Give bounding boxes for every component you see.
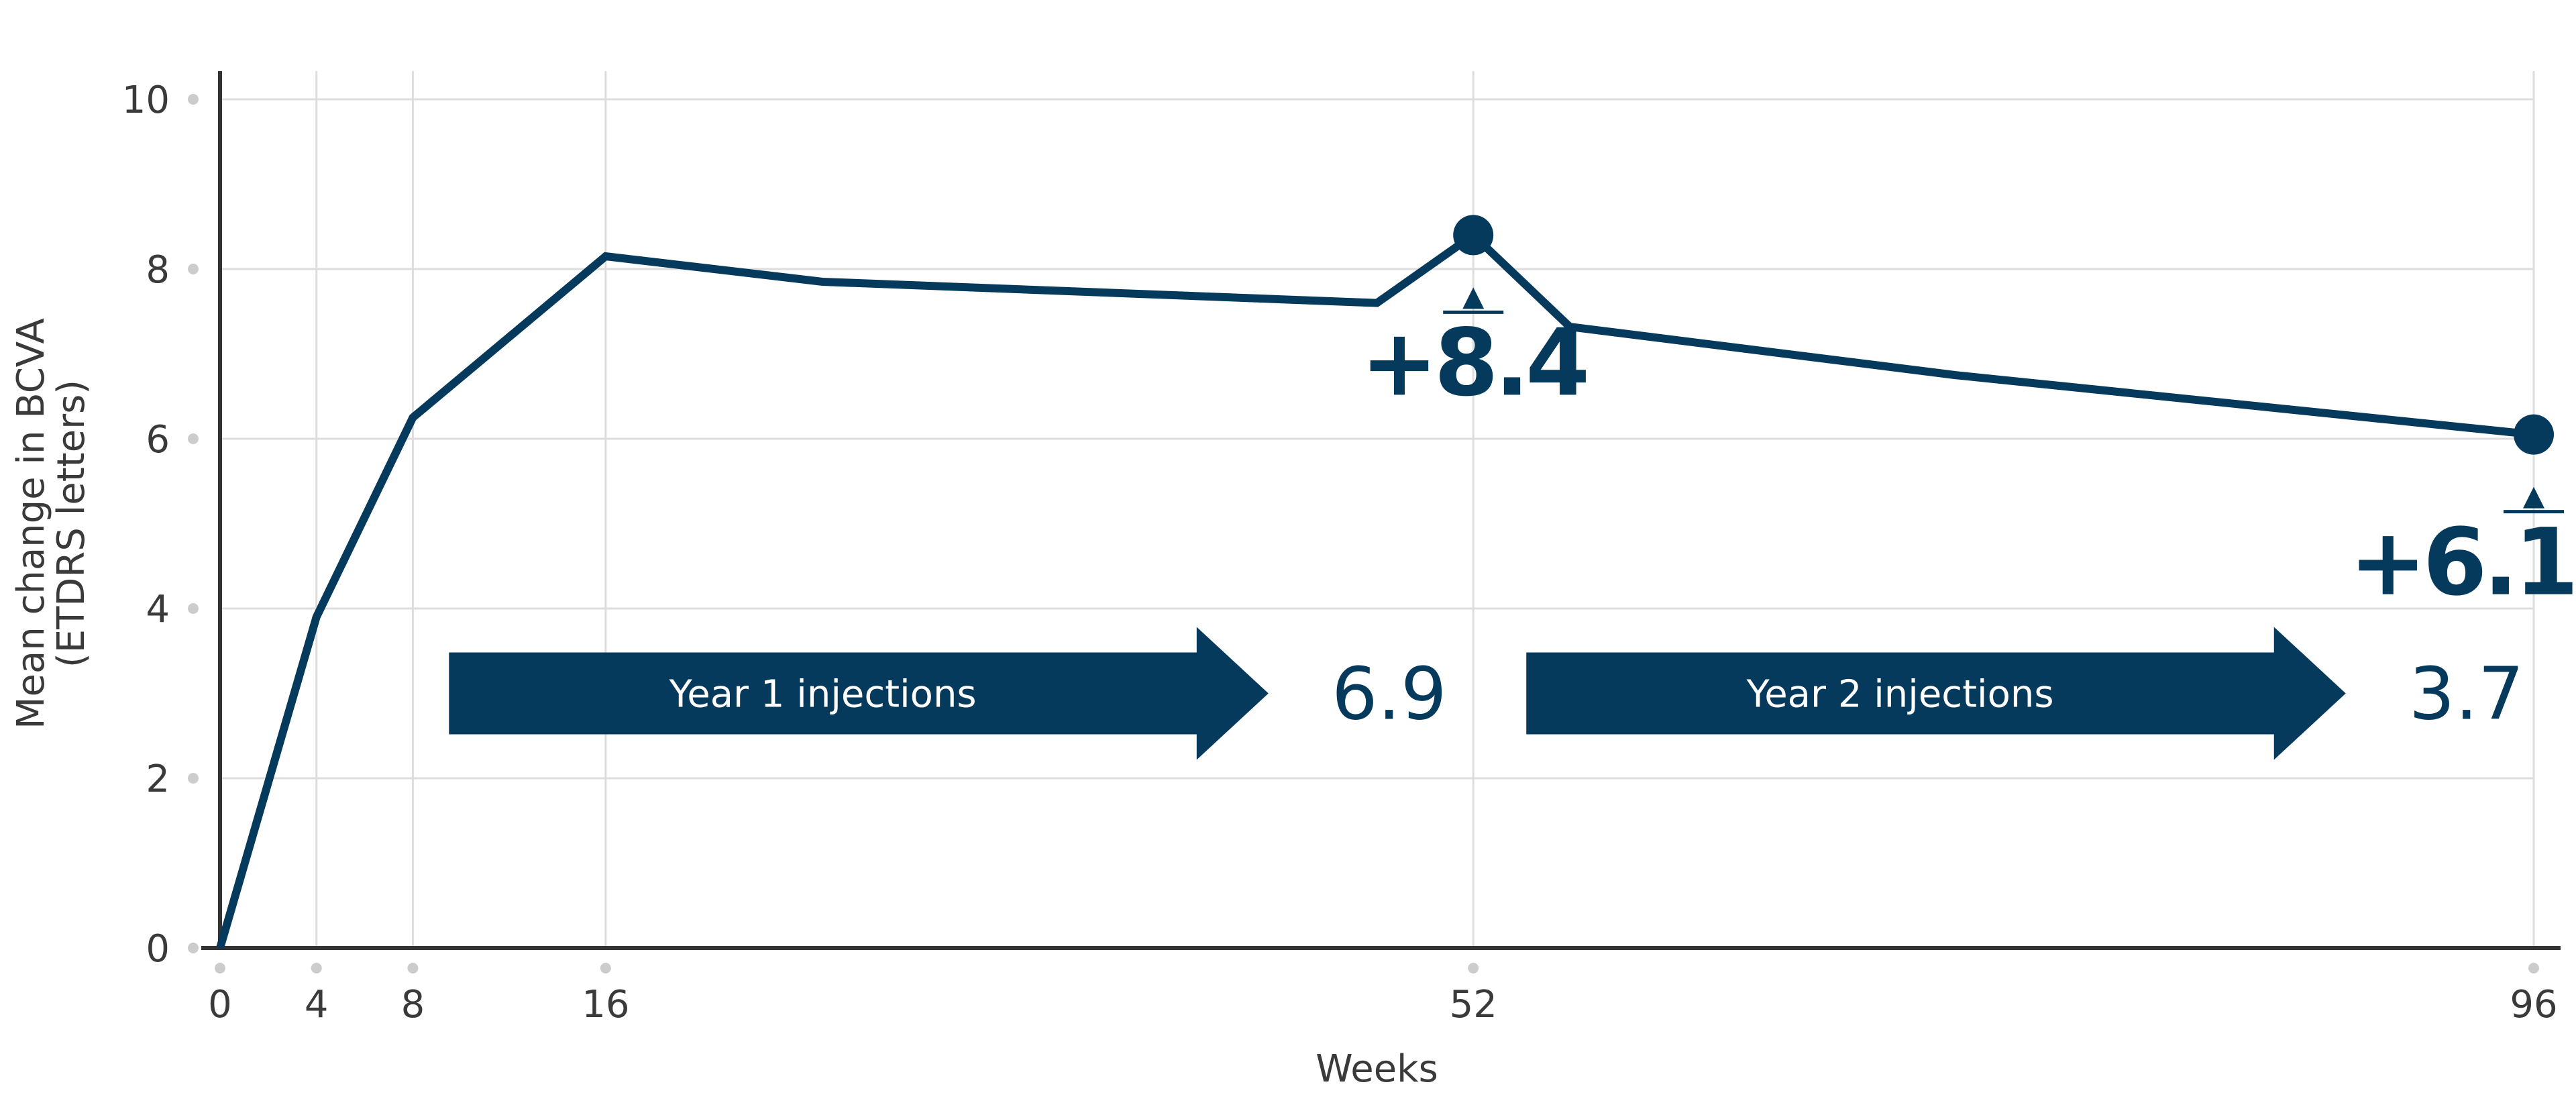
x-tick-label: 8 bbox=[401, 983, 425, 1026]
x-tick-label: 4 bbox=[305, 983, 329, 1026]
tick-dot-y bbox=[188, 603, 199, 614]
tick-dot-y bbox=[188, 773, 199, 784]
y-tick-label: 2 bbox=[146, 757, 170, 801]
tick-dot-y bbox=[188, 433, 199, 444]
axes bbox=[188, 71, 2561, 973]
y-axis-title-line: (ETDRS letters) bbox=[50, 380, 93, 668]
y-tick-label: 6 bbox=[146, 418, 170, 462]
labels: 0 2 4 6 8 10 0 4 8 16 52 96 Weeks Mean change in BCVA… bbox=[9, 78, 2576, 1091]
y-tick-label: 0 bbox=[146, 927, 170, 971]
highlight-callout: +6.1 bbox=[2349, 509, 2575, 617]
series bbox=[216, 215, 2564, 949]
y-axis-title: Mean change in BCVA(ETDRS letters) bbox=[9, 318, 93, 729]
tick-dot-x bbox=[311, 963, 322, 973]
y-tick-label: 4 bbox=[146, 588, 170, 631]
grid bbox=[220, 71, 2535, 948]
tick-dot-x bbox=[1468, 963, 1479, 973]
x-axis-title: Weeks bbox=[1316, 1047, 1438, 1091]
highlight-callout: +8.4 bbox=[1360, 309, 1586, 417]
tick-dot-y bbox=[188, 943, 199, 953]
y-tick-label: 10 bbox=[122, 78, 170, 122]
tick-dot-x bbox=[215, 963, 225, 973]
tick-dot-x bbox=[407, 963, 419, 973]
tick-dot-y bbox=[188, 94, 199, 105]
injection-arrow-label: Year 2 injections bbox=[1746, 673, 2053, 717]
y-tick-label: 8 bbox=[146, 248, 170, 292]
x-tick-label: 96 bbox=[2510, 983, 2557, 1026]
highlight-point bbox=[1453, 215, 1494, 256]
injection-arrow-label: Year 1 injections bbox=[669, 673, 977, 717]
caret-marker bbox=[2523, 486, 2544, 509]
annotations: Year 1 injections 6.9 Year 2 injections 3.7 bbox=[449, 627, 2524, 760]
injection-arrow bbox=[1526, 627, 2346, 760]
y-axis-title-line: Mean change in BCVA bbox=[9, 318, 53, 729]
tick-dot-x bbox=[600, 963, 611, 973]
tick-dot-y bbox=[188, 264, 199, 274]
injection-arrow bbox=[449, 627, 1269, 760]
highlight-point bbox=[2514, 414, 2554, 455]
x-tick-label: 0 bbox=[208, 983, 232, 1026]
injection-count: 3.7 bbox=[2409, 653, 2524, 737]
x-tick-label: 16 bbox=[582, 983, 629, 1026]
caret-marker bbox=[1462, 287, 1485, 309]
x-tick-label: 52 bbox=[1450, 983, 1497, 1026]
injection-count: 6.9 bbox=[1332, 653, 1447, 737]
tick-dot-x bbox=[2528, 963, 2539, 973]
bcva-series-line bbox=[216, 229, 2534, 949]
